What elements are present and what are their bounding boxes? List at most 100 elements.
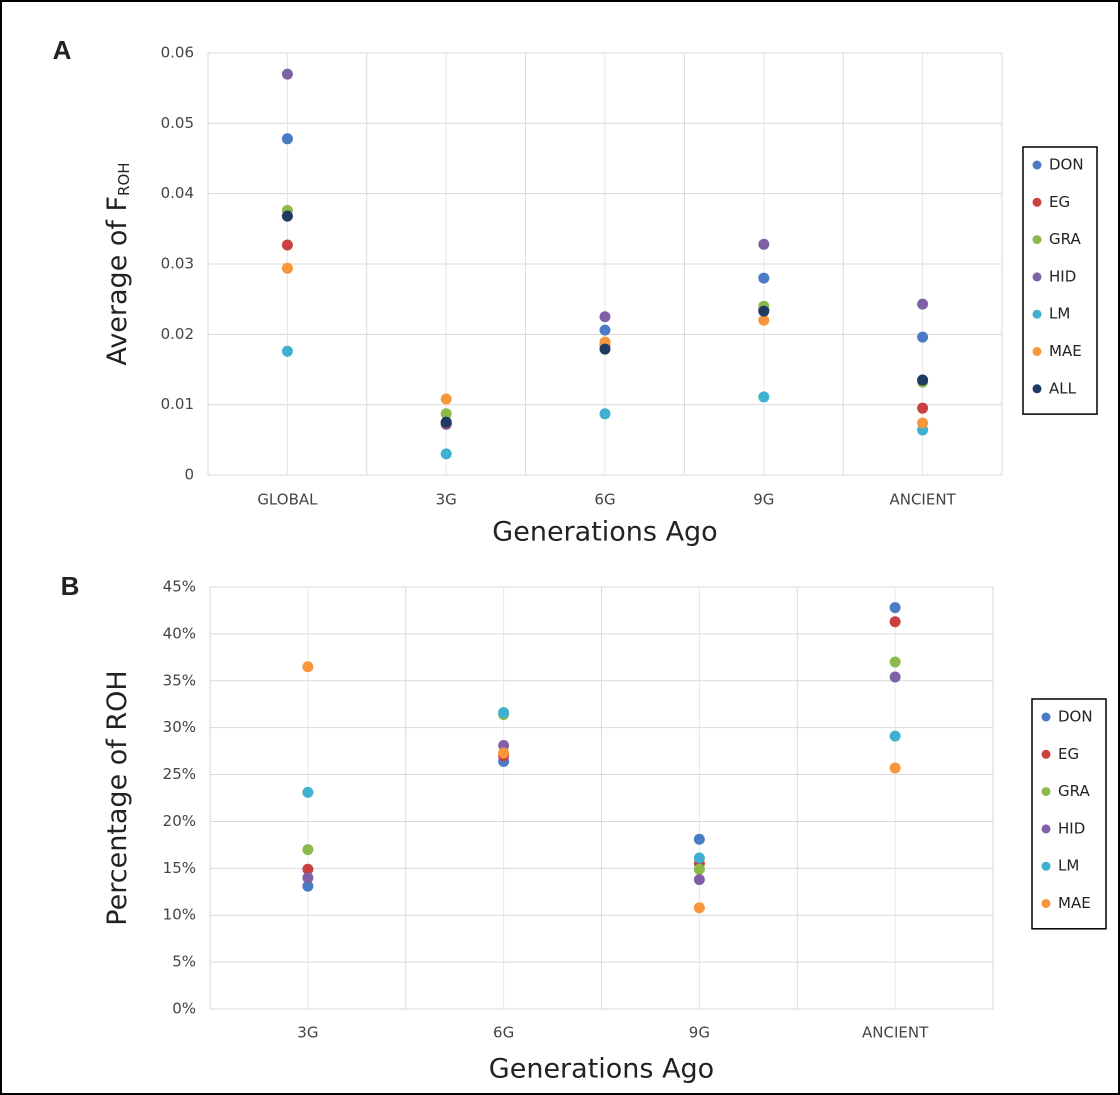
legend-marker (1041, 712, 1051, 722)
y-tick-label: 40% (163, 624, 196, 642)
data-point (889, 656, 901, 668)
data-point (440, 408, 452, 420)
legend-marker (1032, 197, 1042, 207)
data-point (693, 902, 705, 914)
legend-marker (1041, 861, 1051, 871)
data-point (693, 874, 705, 886)
data-point (758, 314, 770, 326)
y-tick-label: 0.01 (161, 395, 194, 413)
y-tick-label: 35% (163, 671, 196, 689)
y-tick-label: 20% (163, 812, 196, 830)
y-tick-label: 5% (172, 953, 196, 971)
x-tick-label: 3G (436, 491, 457, 509)
y-tick-label: 0% (172, 1000, 196, 1018)
data-point (693, 863, 705, 875)
data-point (917, 298, 929, 310)
data-point (889, 602, 901, 614)
legend-box (1031, 698, 1107, 930)
legend-marker (1041, 787, 1051, 797)
y-axis-title-subscript: ROH (115, 162, 133, 196)
data-point (281, 133, 293, 145)
data-point (758, 391, 770, 403)
legend-marker (1032, 384, 1042, 394)
x-tick-label: ANCIENT (862, 1024, 929, 1042)
legend-marker (1041, 824, 1051, 834)
panel-label: A (53, 35, 72, 65)
data-point (281, 262, 293, 274)
data-point (599, 408, 611, 420)
x-tick-label: 6G (594, 491, 615, 509)
legend-label: DON (1058, 708, 1093, 726)
x-tick-label: 6G (493, 1024, 514, 1042)
x-axis-title: Generations Ago (492, 517, 717, 548)
data-point (498, 747, 510, 759)
x-tick-label: 9G (753, 491, 774, 509)
legend-marker (1032, 309, 1042, 319)
data-point (889, 671, 901, 683)
legend-label: DON (1049, 156, 1084, 174)
y-tick-label: 25% (163, 765, 196, 783)
legend-label: EG (1058, 745, 1079, 763)
data-point (440, 393, 452, 405)
data-point (302, 880, 314, 892)
data-point (917, 374, 929, 386)
data-point (440, 416, 452, 428)
legend-marker (1032, 347, 1042, 356)
y-tick-label: 15% (163, 859, 196, 877)
y-tick-label: 30% (163, 718, 196, 736)
y-tick-label: 0 (184, 466, 194, 484)
data-point (889, 762, 901, 774)
data-point (599, 343, 611, 355)
legend-marker (1041, 899, 1051, 908)
data-point (498, 707, 510, 719)
x-tick-label: 9G (689, 1024, 710, 1042)
data-point (889, 730, 901, 742)
legend-label: GRA (1049, 230, 1081, 248)
legend-marker (1032, 235, 1042, 245)
y-axis-title-text: Average of F (102, 196, 133, 366)
data-point (302, 863, 314, 875)
y-tick-label: 0.03 (161, 255, 194, 273)
data-point (758, 238, 770, 250)
data-point (599, 324, 611, 336)
legend-label: HID (1049, 267, 1076, 285)
legend-label: LM (1049, 305, 1070, 323)
data-point (917, 331, 929, 343)
y-tick-label: 10% (163, 906, 196, 924)
data-point (281, 239, 293, 251)
data-point (693, 852, 705, 864)
y-axis-title: Average of FROH (102, 162, 133, 365)
legend-label: LM (1058, 857, 1079, 875)
data-point (917, 417, 929, 429)
legend-marker (1032, 272, 1042, 282)
y-tick-label: 0.06 (161, 44, 194, 62)
x-axis-title: Generations Ago (489, 1054, 714, 1085)
data-point (599, 311, 611, 323)
y-axis-title-text: Percentage of ROH (102, 670, 133, 925)
legend-label: EG (1049, 193, 1070, 211)
data-point (758, 272, 770, 284)
legend-marker (1041, 749, 1051, 759)
panel-label: B (61, 571, 80, 601)
data-point (302, 661, 314, 673)
data-point (302, 786, 314, 798)
y-tick-label: 0.04 (161, 184, 194, 202)
data-point (889, 616, 901, 628)
x-tick-label: ANCIENT (889, 491, 956, 509)
legend-label: MAE (1058, 894, 1091, 912)
data-point (693, 833, 705, 845)
data-point (281, 68, 293, 80)
y-tick-label: 45% (163, 578, 196, 596)
legend-label: ALL (1049, 379, 1077, 397)
data-point (281, 345, 293, 357)
x-tick-label: GLOBAL (257, 491, 318, 509)
legend-label: HID (1058, 819, 1085, 837)
legend-label: GRA (1058, 782, 1090, 800)
data-point (917, 402, 929, 414)
data-point (302, 872, 314, 884)
y-tick-label: 0.05 (161, 114, 194, 132)
data-point (302, 844, 314, 856)
legend-marker (1032, 160, 1042, 170)
